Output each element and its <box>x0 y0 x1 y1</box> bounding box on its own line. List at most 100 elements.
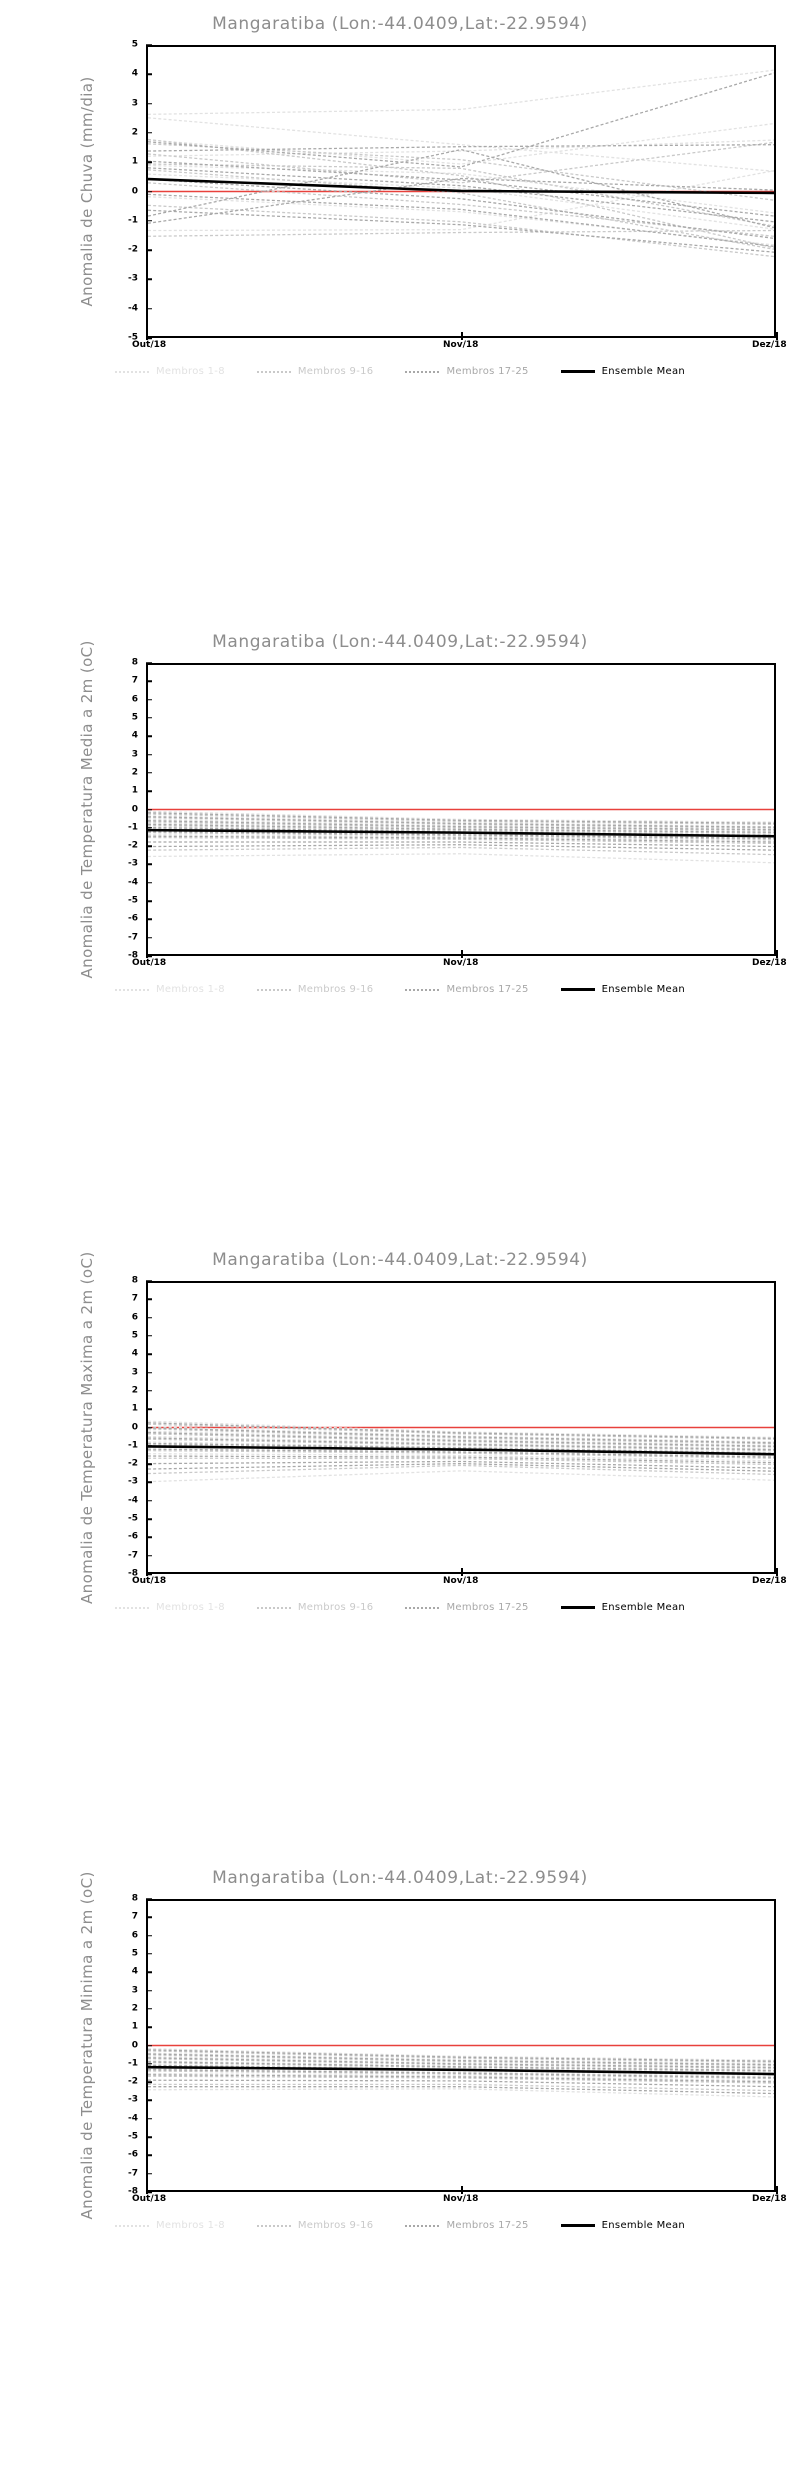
legend-line-swatch <box>405 1606 440 1609</box>
y-tick-mark <box>146 698 152 701</box>
y-tick-label: -6 <box>128 1531 138 1542</box>
legend-label: Ensemble Mean <box>601 984 686 995</box>
y-tick-label: 5 <box>131 1948 138 1959</box>
member-line <box>148 2056 774 2068</box>
legend-item[interactable]: Membros 1-8 <box>114 2220 225 2231</box>
y-tick-label: 7 <box>131 1293 138 1304</box>
member-line <box>148 836 774 845</box>
member-line <box>148 826 774 836</box>
x-axis-ticks: Out/18 Nov/18 Dez/18 <box>0 959 800 975</box>
y-tick-label: -1 <box>128 215 138 226</box>
y-tick-mark <box>146 1390 152 1392</box>
member-line <box>148 170 774 232</box>
plot-area <box>146 663 776 956</box>
legend-item[interactable]: Membros 1-8 <box>114 984 225 995</box>
y-tick-label: -6 <box>128 2149 138 2160</box>
legend-item[interactable]: Ensemble Mean <box>560 366 685 377</box>
y-tick-mark <box>146 2172 152 2175</box>
panel-title: Mangaratiba (Lon:-44.0409,Lat:-22.9594) <box>212 1868 588 1888</box>
y-tick-mark <box>146 1426 152 1429</box>
member-line <box>148 835 774 843</box>
member-line <box>148 1420 774 1439</box>
member-line <box>148 196 774 246</box>
legend-item[interactable]: Membros 1-8 <box>114 1602 225 1613</box>
x-tick-mark <box>776 332 778 340</box>
x-tick-label: Dez/18 <box>752 958 787 968</box>
member-line <box>148 1470 774 1483</box>
legend-label: Membros 1-8 <box>155 366 225 377</box>
y-tick-label: -5 <box>128 1513 138 1524</box>
plot-area <box>146 1899 776 2192</box>
member-line <box>148 2075 774 2084</box>
y-tick-label: 3 <box>131 749 138 760</box>
y-tick-mark <box>146 2191 152 2193</box>
member-line <box>148 144 774 152</box>
member-line <box>148 209 774 253</box>
member-line <box>148 822 774 833</box>
y-tick-mark <box>146 772 152 774</box>
member-line <box>148 69 774 115</box>
legend-label: Membros 17-25 <box>446 366 529 377</box>
legend-item[interactable]: Membros 1-8 <box>114 366 225 377</box>
plot-area <box>146 1281 776 1574</box>
legend-item[interactable]: Membros 17-25 <box>405 1602 528 1613</box>
member-line <box>148 846 774 856</box>
legend-item[interactable]: Membros 9-16 <box>256 366 374 377</box>
y-tick-mark <box>146 2118 152 2120</box>
y-tick-mark <box>146 882 152 884</box>
member-line <box>148 2070 774 2080</box>
member-line <box>148 2061 774 2072</box>
y-tick-mark <box>146 1934 152 1937</box>
member-line <box>148 1444 774 1455</box>
member-line <box>148 1425 774 1443</box>
y-tick-label: 4 <box>131 68 138 79</box>
y-tick-label: -3 <box>128 273 138 284</box>
legend-item[interactable]: Membros 9-16 <box>256 984 374 995</box>
legend-item[interactable]: Ensemble Mean <box>560 2220 686 2231</box>
legend-item[interactable]: Ensemble Mean <box>560 984 686 995</box>
x-tick-mark <box>146 332 148 340</box>
y-tick-label: 3 <box>131 1367 138 1378</box>
member-line <box>148 824 774 834</box>
legend-label: Ensemble Mean <box>601 2220 686 2231</box>
legend-item[interactable]: Membros 9-16 <box>256 1602 374 1613</box>
y-tick-mark <box>146 161 152 163</box>
y-tick-mark <box>146 1916 152 1919</box>
member-line <box>148 2057 774 2069</box>
y-tick-mark <box>146 1353 152 1355</box>
legend-line-swatch <box>256 1606 291 1609</box>
y-tick-label: -7 <box>128 932 138 943</box>
y-tick-mark <box>146 2026 152 2028</box>
member-line <box>148 2062 774 2072</box>
member-line <box>148 815 774 828</box>
panel-temp-media: Mangaratiba (Lon:-44.0409,Lat:-22.9594) … <box>0 618 800 1236</box>
legend-line-swatch <box>114 1606 149 1609</box>
legend-line-swatch <box>114 2224 149 2227</box>
legend-line-swatch <box>560 1606 595 1609</box>
y-tick-mark <box>146 827 152 829</box>
member-line <box>148 1435 774 1450</box>
y-tick-label: -4 <box>128 877 138 888</box>
member-line <box>148 2063 774 2074</box>
legend-item[interactable]: Ensemble Mean <box>560 1602 685 1613</box>
legend-label: Membros 17-25 <box>446 1602 529 1613</box>
panel-title: Mangaratiba (Lon:-44.0409,Lat:-22.9594) <box>212 1250 588 1270</box>
member-line <box>148 813 774 825</box>
legend-line-swatch <box>405 2224 440 2227</box>
y-tick-mark <box>146 790 152 792</box>
y-tick-label: 0 <box>131 2040 138 2050</box>
x-tick-label: Out/18 <box>132 958 167 968</box>
legend-label: Membros 17-25 <box>446 984 529 995</box>
legend-item[interactable]: Membros 17-25 <box>405 984 528 995</box>
legend-item[interactable]: Membros 17-25 <box>405 366 528 377</box>
legend-item[interactable]: Membros 9-16 <box>256 2220 374 2231</box>
legend-item[interactable]: Membros 17-25 <box>405 2220 528 2231</box>
y-tick-label: -3 <box>128 2094 138 2105</box>
member-line <box>148 812 774 824</box>
y-tick-mark <box>146 808 152 811</box>
y-tick-mark <box>146 845 152 847</box>
y-tick-label: 5 <box>131 712 138 723</box>
legend-line-swatch <box>405 370 440 373</box>
member-line <box>148 117 774 172</box>
